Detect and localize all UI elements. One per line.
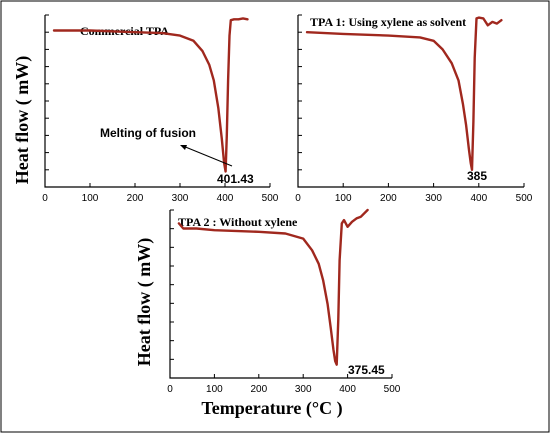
panel-2-y-ticks <box>298 14 302 171</box>
x-tick-label: 500 <box>384 384 401 395</box>
x-tick-label: 200 <box>250 384 267 395</box>
x-tick-label: 300 <box>425 193 442 204</box>
x-tick-label: 100 <box>82 193 99 204</box>
panel-1-x-ticks: 0 100 200 300 400 500 <box>42 183 279 204</box>
x-tick-label: 500 <box>262 193 279 204</box>
panel-1-series-line <box>52 17 249 173</box>
x-tick-label: 500 <box>516 193 533 204</box>
panel-1-arrowhead <box>180 145 187 150</box>
panel-3-axes <box>169 210 392 379</box>
panel-3-x-ticks: 0 100 200 300 400 500 <box>167 374 401 395</box>
x-tick-label: 400 <box>217 193 234 204</box>
panel-tpa-1: 0 100 200 300 400 500 TPA 1: Using xylene as … <box>295 14 533 204</box>
panel-2-series-line <box>305 16 503 171</box>
panel-2-peak-label: 385 <box>467 169 487 183</box>
x-tick-label: 0 <box>167 384 173 395</box>
panel-3-series-line <box>177 208 369 366</box>
panel-1-annotation: Melting of fusion <box>100 126 196 140</box>
panel-3-title: TPA 2 : Without xylene <box>178 215 298 229</box>
panel-1-annotation-arrow <box>182 145 233 167</box>
panel-2-title: TPA 1: Using xylene as solvent <box>310 15 466 29</box>
panel-3-y-ticks <box>170 209 174 360</box>
x-tick-label: 400 <box>339 384 356 395</box>
panel-3-peak-label: 375.45 <box>348 363 385 377</box>
panel-1-y-ticks <box>45 14 49 171</box>
x-tick-label: 200 <box>380 193 397 204</box>
panel-2-x-ticks: 0 100 200 300 400 500 <box>295 183 533 204</box>
x-axis-label: Temperature (°C ) <box>201 398 342 419</box>
x-tick-label: 0 <box>42 193 48 204</box>
panel-2-axes <box>297 15 524 188</box>
x-tick-label: 0 <box>295 193 301 204</box>
x-tick-label: 100 <box>335 193 352 204</box>
panel-tpa-2: Heat flow ( mW) 0 100 200 300 400 500 TPA 2 :… <box>134 208 401 395</box>
x-tick-label: 400 <box>470 193 487 204</box>
panel-1-peak-label: 401.43 <box>217 172 254 186</box>
x-tick-label: 300 <box>295 384 312 395</box>
panel-commercial-tpa: Heat flow ( mW) 0 100 200 300 400 500 Commerc… <box>12 14 279 204</box>
x-tick-label: 100 <box>206 384 223 395</box>
panel-1-ylabel: Heat flow ( mW) <box>12 56 33 184</box>
panel-1-axes <box>44 15 270 188</box>
x-tick-label: 200 <box>127 193 144 204</box>
panel-3-ylabel: Heat flow ( mW) <box>134 238 155 366</box>
x-tick-label: 300 <box>172 193 189 204</box>
